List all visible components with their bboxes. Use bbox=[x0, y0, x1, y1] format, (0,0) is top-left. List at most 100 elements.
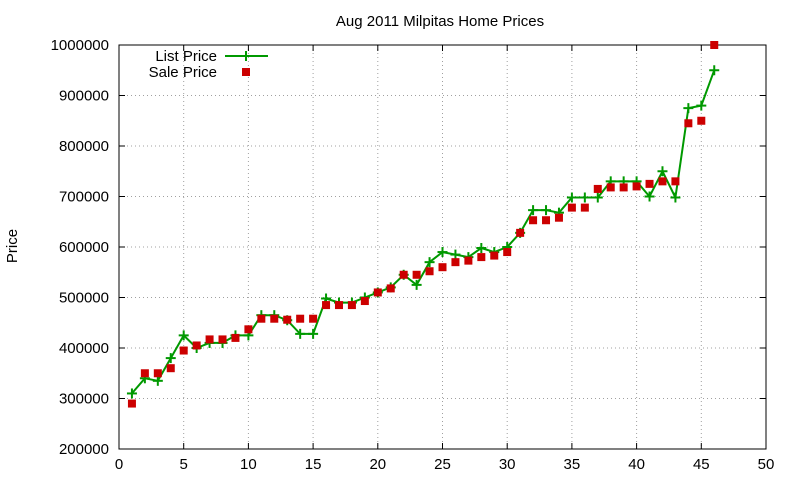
series-layer bbox=[126, 41, 720, 408]
x-tick-label: 45 bbox=[693, 456, 710, 473]
x-tick-label: 5 bbox=[180, 456, 188, 473]
chart-title: Aug 2011 Milpitas Home Prices bbox=[336, 13, 544, 30]
y-tick-label: 800000 bbox=[59, 138, 109, 155]
list-price-line bbox=[131, 69, 716, 395]
sale-price-point bbox=[425, 267, 434, 276]
x-tick-label: 50 bbox=[758, 456, 775, 473]
legend: List Price Sale Price bbox=[149, 48, 268, 81]
y-tick-label: 600000 bbox=[59, 239, 109, 256]
sale-price-point bbox=[283, 315, 292, 324]
sale-price-point bbox=[671, 177, 680, 186]
list-price-point bbox=[450, 249, 461, 260]
y-tick-label: 400000 bbox=[59, 340, 109, 357]
sale-price-point bbox=[140, 369, 149, 378]
sale-price-point bbox=[360, 297, 369, 306]
x-tick-label: 20 bbox=[369, 456, 386, 473]
list-price-point bbox=[126, 388, 137, 399]
list-price-point bbox=[411, 279, 422, 290]
sale-price-point bbox=[684, 119, 693, 128]
sale-price-point bbox=[270, 314, 279, 323]
y-tick-label: 300000 bbox=[59, 391, 109, 408]
y-tick-label: 500000 bbox=[59, 290, 109, 307]
sale-price-point bbox=[386, 284, 395, 293]
sale-price-point bbox=[192, 341, 201, 350]
sale-price-point bbox=[347, 301, 356, 310]
list-price-point bbox=[308, 328, 319, 339]
sale-price-point bbox=[503, 248, 512, 257]
sale-price-point bbox=[710, 41, 719, 49]
list-price-point bbox=[592, 192, 603, 203]
sale-price-point bbox=[334, 301, 343, 310]
x-tick-label: 15 bbox=[305, 456, 322, 473]
sale-price-point bbox=[451, 258, 460, 267]
list-price-point bbox=[437, 247, 448, 258]
sale-price-point bbox=[516, 228, 525, 237]
list-price-point bbox=[696, 100, 707, 111]
y-tick-label: 200000 bbox=[59, 441, 109, 458]
list-price-point bbox=[683, 103, 694, 114]
sale-price-point bbox=[153, 369, 162, 378]
sale-price-point bbox=[490, 251, 499, 260]
y-tick-label: 900000 bbox=[59, 88, 109, 105]
list-price-point bbox=[178, 330, 189, 341]
sale-price-point bbox=[645, 179, 654, 188]
sale-price-point bbox=[554, 213, 563, 222]
sale-price-point bbox=[244, 325, 253, 334]
x-tick-label: 35 bbox=[564, 456, 581, 473]
sale-price-point bbox=[399, 270, 408, 279]
legend-label-list-price: List Price bbox=[155, 48, 217, 65]
list-price-point bbox=[476, 243, 487, 254]
sale-price-point bbox=[322, 301, 331, 310]
sale-price-point bbox=[580, 203, 589, 212]
list-price-point bbox=[709, 65, 720, 76]
sale-price-point bbox=[412, 270, 421, 279]
y-tick-label: 700000 bbox=[59, 189, 109, 206]
list-price-point bbox=[670, 192, 681, 203]
list-price-point bbox=[528, 205, 539, 216]
list-price-point bbox=[424, 257, 435, 268]
sale-price-point bbox=[697, 116, 706, 125]
legend-marker-list-price bbox=[241, 51, 251, 61]
legend-marker-sale-price bbox=[242, 68, 250, 76]
x-tick-label: 10 bbox=[240, 456, 257, 473]
list-price-point bbox=[541, 205, 552, 216]
sale-price-point bbox=[231, 333, 240, 342]
sale-price-point bbox=[438, 263, 447, 272]
list-price-point bbox=[579, 192, 590, 203]
sale-price-point bbox=[373, 288, 382, 297]
list-price-point bbox=[295, 328, 306, 339]
sale-price-point bbox=[606, 183, 615, 192]
list-price-point bbox=[566, 192, 577, 203]
sale-price-point bbox=[296, 314, 305, 323]
sale-price-point bbox=[464, 256, 473, 265]
sale-price-point bbox=[593, 184, 602, 193]
sale-price-point bbox=[205, 335, 214, 344]
sale-price-point bbox=[166, 364, 175, 373]
sale-price-point bbox=[257, 314, 266, 323]
sale-price-point bbox=[477, 253, 486, 262]
sale-price-point bbox=[658, 177, 667, 186]
x-tick-label: 25 bbox=[434, 456, 451, 473]
sale-price-point bbox=[179, 346, 188, 355]
x-tick-label: 0 bbox=[115, 456, 123, 473]
list-price-point bbox=[165, 353, 176, 364]
y-axis-label: Price bbox=[4, 229, 21, 263]
sale-price-point bbox=[567, 203, 576, 212]
y-tick-label: 1000000 bbox=[51, 37, 109, 54]
list-price-point bbox=[657, 166, 668, 177]
list-price-point bbox=[152, 375, 163, 386]
x-tick-label: 30 bbox=[499, 456, 516, 473]
sale-price-point bbox=[632, 182, 641, 191]
sale-price-point bbox=[218, 335, 227, 344]
sale-price-point bbox=[529, 216, 538, 225]
sale-price-point bbox=[127, 399, 136, 408]
sale-price-point bbox=[542, 216, 551, 225]
list-price-point bbox=[644, 191, 655, 202]
x-tick-label: 40 bbox=[628, 456, 645, 473]
sale-price-point bbox=[619, 183, 628, 192]
sale-price-point bbox=[309, 314, 318, 323]
axis-ticks: 0 5 10 15 20 25 30 35 40 45 50 200000 300000 400000 50… bbox=[51, 37, 775, 473]
plot-frame bbox=[118, 44, 767, 450]
grid bbox=[119, 45, 766, 449]
